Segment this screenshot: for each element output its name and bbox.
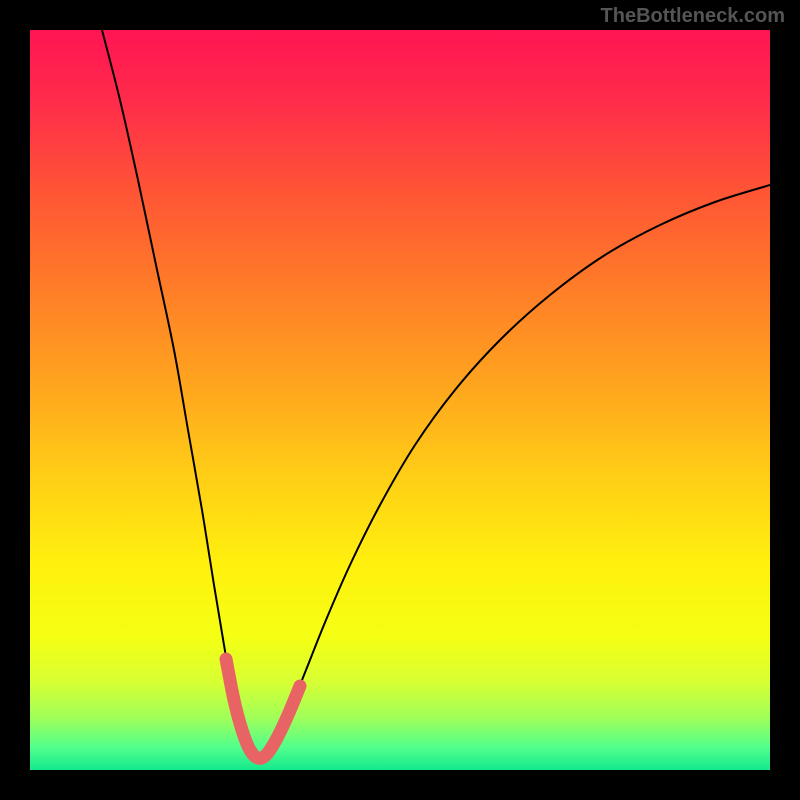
plot-area (30, 30, 770, 770)
gradient-background (30, 30, 770, 770)
watermark-text: TheBottleneck.com (601, 5, 785, 28)
chart-container: TheBottleneck.com (0, 0, 800, 800)
chart-svg (30, 30, 770, 770)
